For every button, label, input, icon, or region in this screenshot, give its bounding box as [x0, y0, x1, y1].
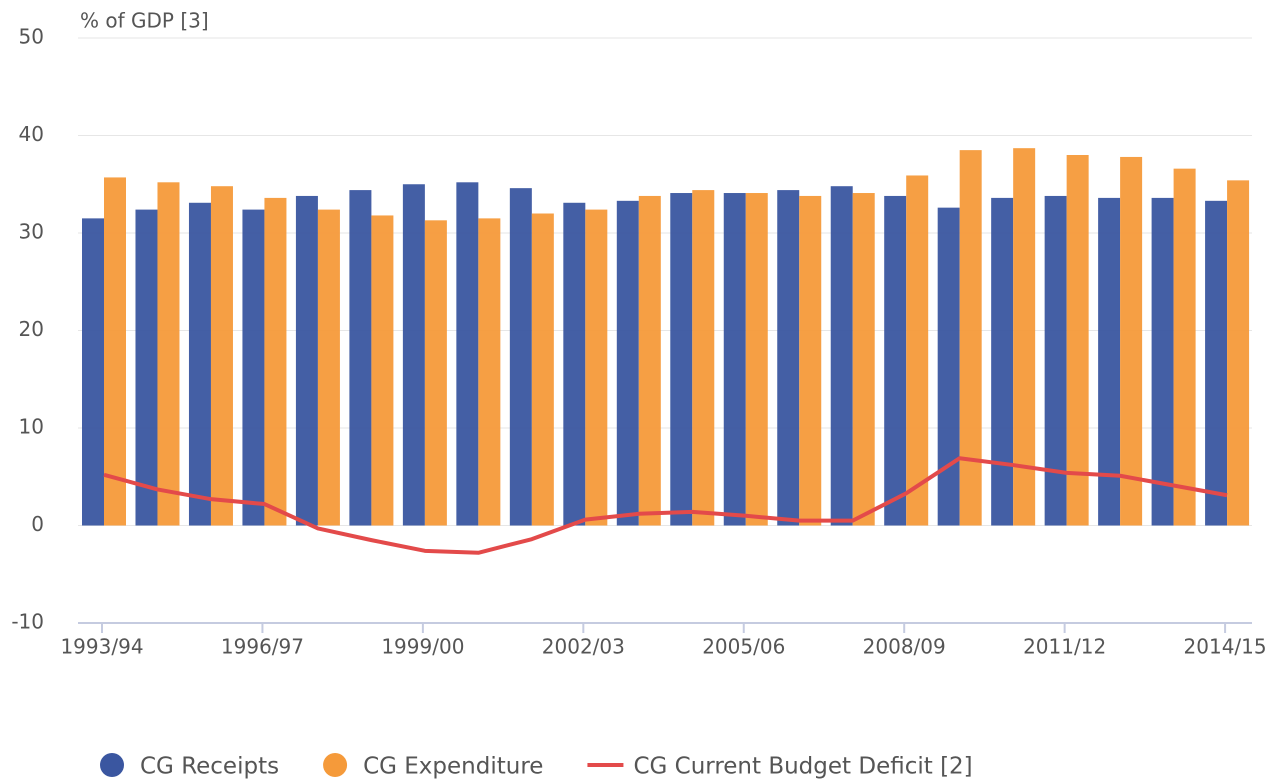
bar: [104, 177, 126, 526]
bar: [456, 182, 479, 526]
bar: [1151, 197, 1174, 526]
y-tick-label: 20: [19, 317, 44, 341]
bar: [188, 202, 211, 526]
bar: [82, 218, 104, 526]
bar: [1173, 168, 1196, 526]
y-axis-label: % of GDP [3]: [80, 9, 209, 33]
bar: [723, 193, 746, 526]
x-tick-label: 2014/15: [1184, 635, 1267, 659]
bar: [638, 195, 661, 526]
bar: [135, 209, 158, 526]
legend-swatch: [323, 753, 348, 777]
bar: [906, 175, 929, 526]
bar: [424, 220, 447, 526]
bar: [509, 188, 532, 526]
y-tick-label: -10: [11, 610, 44, 634]
bar: [745, 193, 768, 526]
y-tick-label: 50: [19, 25, 44, 49]
x-tick-label: 2002/03: [542, 635, 625, 659]
bar: [1120, 156, 1143, 526]
y-tick-label: 40: [19, 122, 44, 146]
bar: [1013, 148, 1036, 526]
x-tick-label: 2008/09: [863, 635, 946, 659]
y-tick-label: 30: [19, 220, 44, 244]
bar: [830, 186, 853, 526]
bar: [852, 193, 875, 526]
y-tick-label: 0: [31, 512, 44, 536]
bar: [531, 213, 554, 526]
bar: [1098, 197, 1121, 526]
bar: [264, 197, 287, 526]
x-tick-label: 1999/00: [381, 635, 464, 659]
legend-label: CG Receipts: [140, 754, 279, 780]
bar: [371, 215, 394, 526]
legend-label: CG Current Budget Deficit [2]: [633, 754, 972, 780]
bar: [1044, 195, 1067, 526]
bar: [563, 202, 586, 526]
bar: [884, 195, 907, 526]
bar: [402, 184, 425, 526]
bar: [799, 195, 822, 526]
bar: [937, 207, 960, 526]
bar: [959, 150, 982, 526]
bar: [585, 209, 608, 526]
x-tick-label: 2011/12: [1023, 635, 1106, 659]
bar: [616, 200, 639, 526]
bar: [1205, 200, 1228, 526]
legend-label: CG Expenditure: [363, 754, 543, 780]
bar: [670, 193, 693, 526]
bar: [295, 195, 318, 526]
bar: [242, 209, 265, 526]
x-tick-label: 1996/97: [221, 635, 304, 659]
bar: [317, 209, 340, 526]
bar: [478, 218, 501, 526]
line: [103, 456, 1228, 555]
bar: [157, 182, 180, 526]
bar: [1227, 180, 1250, 526]
x-tick-label: 1993/94: [60, 635, 143, 659]
bar: [210, 186, 233, 526]
legend-swatch: [100, 753, 124, 777]
bar: [777, 190, 800, 526]
bar: [349, 190, 372, 526]
bar: [692, 190, 715, 526]
y-tick-label: 10: [19, 415, 44, 439]
x-tick-label: 2005/06: [702, 635, 785, 659]
bar: [991, 197, 1014, 526]
bar: [1066, 155, 1089, 526]
